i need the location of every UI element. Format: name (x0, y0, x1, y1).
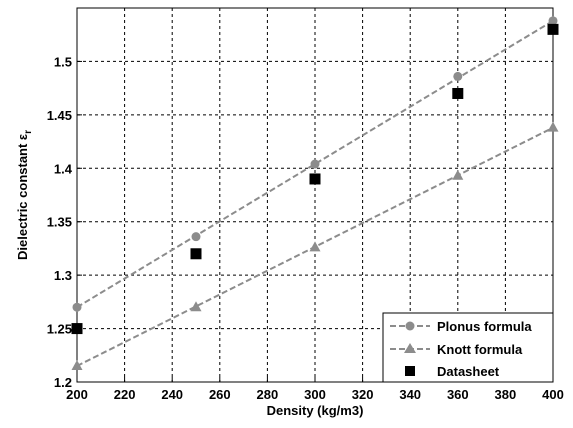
y-axis-label: Dielectric constant εr (15, 130, 34, 260)
grid (77, 8, 553, 382)
y-tick-label: 1.25 (47, 322, 72, 337)
x-axis-label-group: Density (kg/m3) (267, 403, 364, 418)
y-tick-label: 1.3 (54, 268, 72, 283)
legend-plonus-marker (405, 321, 415, 331)
y-tick-label: 1.2 (54, 375, 72, 390)
axis-ticks: 200 220 240 260 280 300 320 340 360 380 400 1.2 1.25… (47, 54, 564, 402)
x-tick-label: 300 (304, 387, 326, 402)
legend: Plonus formula Knott formula Datasheet (382, 312, 554, 383)
legend-knott-marker (404, 343, 416, 353)
x-axis-label: Density (kg/m3) (267, 403, 364, 418)
knott-formula-point (452, 169, 464, 180)
x-tick-label: 320 (352, 387, 374, 402)
y-axis-label-subscript: r (23, 130, 34, 134)
knott-formula-point (309, 241, 321, 252)
knott-formula-point (71, 359, 83, 370)
y-tick-label: 1.35 (47, 215, 72, 230)
legend-datasheet-marker (405, 366, 415, 376)
legend-knott-label: Knott formula (437, 342, 523, 357)
plonus-formula-point (72, 302, 82, 312)
datasheet-point (547, 23, 559, 35)
x-tick-label: 340 (399, 387, 421, 402)
datasheet-point (190, 248, 202, 260)
x-tick-label: 260 (209, 387, 231, 402)
datasheet-point (71, 323, 83, 335)
plonus-formula-line (76, 19, 554, 309)
y-tick-label: 1.5 (54, 54, 72, 69)
plonus-formula-point (548, 16, 558, 26)
x-tick-label: 360 (447, 387, 469, 402)
datasheet-point (452, 87, 464, 99)
series-layer (71, 16, 559, 370)
x-tick-label: 380 (495, 387, 517, 402)
y-axis-label-group: Dielectric constant εr (15, 130, 34, 260)
x-tick-label: 220 (114, 387, 136, 402)
y-tick-label: 1.4 (54, 161, 73, 176)
knott-formula-point (547, 121, 559, 132)
legend-datasheet-label: Datasheet (437, 364, 500, 379)
plonus-formula-point (453, 71, 463, 81)
legend-plonus-label: Plonus formula (437, 319, 532, 334)
plonus-formula-point (310, 159, 320, 169)
x-tick-label: 240 (161, 387, 183, 402)
datasheet-point (309, 173, 321, 185)
x-tick-label: 200 (66, 387, 88, 402)
plonus-formula-point (191, 232, 201, 242)
y-axis-label-main: Dielectric constant ε (15, 134, 30, 260)
x-tick-label: 400 (542, 387, 564, 402)
x-tick-label: 280 (257, 387, 279, 402)
y-tick-label: 1.45 (47, 108, 72, 123)
knott-formula-point (190, 301, 202, 312)
